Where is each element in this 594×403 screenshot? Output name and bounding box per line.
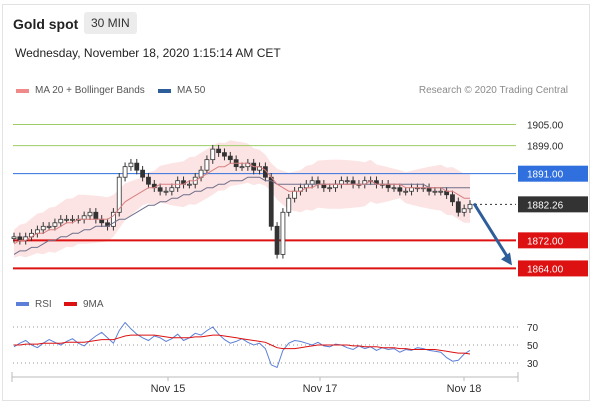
candle-body bbox=[52, 222, 58, 227]
candle-body bbox=[327, 187, 333, 190]
candle-body bbox=[116, 176, 122, 213]
candle-body bbox=[432, 190, 438, 193]
rsi-tick-label-30: 30 bbox=[527, 359, 539, 370]
candle-body bbox=[338, 180, 344, 185]
candle-body bbox=[286, 197, 292, 213]
candle-body bbox=[455, 201, 461, 213]
candle-body bbox=[239, 166, 245, 169]
legend-item-ma50: MA 50 bbox=[158, 85, 205, 96]
candle-body bbox=[87, 211, 93, 217]
legend-label-rsi: RSI bbox=[35, 299, 52, 310]
candle-body bbox=[146, 176, 151, 185]
forecast-arrow-shaft bbox=[472, 202, 511, 261]
candle-body bbox=[140, 169, 146, 178]
candle-body bbox=[391, 187, 397, 190]
level-tag-1864.00 bbox=[518, 260, 588, 277]
candle-body bbox=[333, 183, 338, 189]
candle-body bbox=[397, 187, 403, 192]
candle-body bbox=[46, 225, 52, 228]
legend-label-ma20: MA 20 + Bollinger Bands bbox=[35, 85, 145, 96]
rsi-tick-label-50: 50 bbox=[527, 341, 539, 352]
level-label-1882.26: 1882.26 bbox=[527, 200, 564, 211]
legend-swatch-ma50 bbox=[158, 88, 171, 93]
candle-body bbox=[350, 180, 356, 185]
legend-label-9ma: 9MA bbox=[83, 299, 104, 310]
forecast-arrow-head bbox=[501, 252, 512, 266]
candle-body bbox=[64, 218, 70, 221]
legend-swatch-9ma bbox=[64, 302, 77, 306]
candle-body bbox=[210, 148, 216, 161]
candle-body bbox=[409, 187, 414, 192]
candle-body bbox=[122, 166, 128, 178]
level-tag-1891.00 bbox=[518, 165, 588, 182]
candle-body bbox=[110, 211, 116, 227]
bollinger-band-area bbox=[14, 140, 470, 258]
candle-body bbox=[99, 218, 105, 224]
candle-body bbox=[292, 190, 298, 199]
timeframe-badge[interactable]: 30 MIN bbox=[84, 12, 137, 34]
legend-swatch-ma20 bbox=[16, 88, 29, 93]
level-label-1899.00: 1899.00 bbox=[527, 142, 564, 153]
candle-body bbox=[467, 203, 473, 210]
candle-body bbox=[461, 208, 467, 213]
candle-body bbox=[157, 187, 163, 192]
candle-body bbox=[268, 176, 274, 227]
x-tick-label: Nov 15 bbox=[151, 383, 186, 395]
level-tag-1882.26 bbox=[518, 196, 588, 213]
candle-body bbox=[403, 190, 409, 193]
candle-body bbox=[58, 218, 64, 224]
candle-body bbox=[222, 152, 227, 157]
candle-body bbox=[303, 183, 309, 189]
candle-body bbox=[321, 183, 327, 189]
level-label-1864.00: 1864.00 bbox=[527, 264, 564, 275]
legend-swatch-rsi bbox=[16, 302, 29, 306]
x-tick-label: Nov 18 bbox=[447, 383, 482, 395]
timestamp: Wednesday, November 18, 2020 1:15:14 AM … bbox=[15, 46, 281, 60]
candle-body bbox=[216, 148, 222, 154]
candle-body bbox=[438, 190, 444, 193]
candle-body bbox=[385, 183, 391, 189]
candle-body bbox=[426, 187, 432, 192]
candle-body bbox=[70, 218, 75, 221]
level-label-1872.00: 1872.00 bbox=[527, 236, 564, 247]
level-label-1905.00: 1905.00 bbox=[527, 121, 564, 132]
legend-label-ma50: MA 50 bbox=[177, 85, 206, 96]
level-tag-1872.00 bbox=[518, 232, 588, 249]
candle-body bbox=[186, 183, 192, 186]
candle-body bbox=[93, 211, 99, 220]
instrument-title: Gold spot bbox=[13, 16, 79, 32]
candle-body bbox=[81, 215, 87, 220]
rsi-tick-label-70: 70 bbox=[527, 323, 539, 334]
candle-body bbox=[163, 190, 169, 193]
ma20-line bbox=[13, 162, 470, 245]
legend-item-ma20: MA 20 + Bollinger Bands bbox=[16, 85, 145, 96]
candle-body bbox=[344, 180, 350, 183]
candle-body bbox=[134, 162, 140, 171]
candle-body bbox=[40, 225, 46, 231]
candle-body bbox=[17, 236, 23, 241]
candle-body bbox=[450, 194, 455, 203]
candle-body bbox=[227, 155, 233, 161]
candle-body bbox=[309, 180, 315, 185]
candle-body bbox=[315, 180, 321, 185]
level-label-1891.00: 1891.00 bbox=[527, 170, 564, 181]
rsi-series-9ma bbox=[14, 334, 471, 355]
candle-body bbox=[274, 225, 280, 255]
candle-body bbox=[280, 211, 286, 255]
candle-body bbox=[444, 190, 450, 196]
credit-text: Research © 2020 Trading Central bbox=[418, 85, 568, 96]
candle-body bbox=[11, 236, 17, 239]
candle-body bbox=[169, 187, 175, 192]
candle-body bbox=[128, 162, 134, 168]
x-tick-label: Nov 17 bbox=[303, 383, 338, 395]
candle-body bbox=[204, 159, 210, 171]
